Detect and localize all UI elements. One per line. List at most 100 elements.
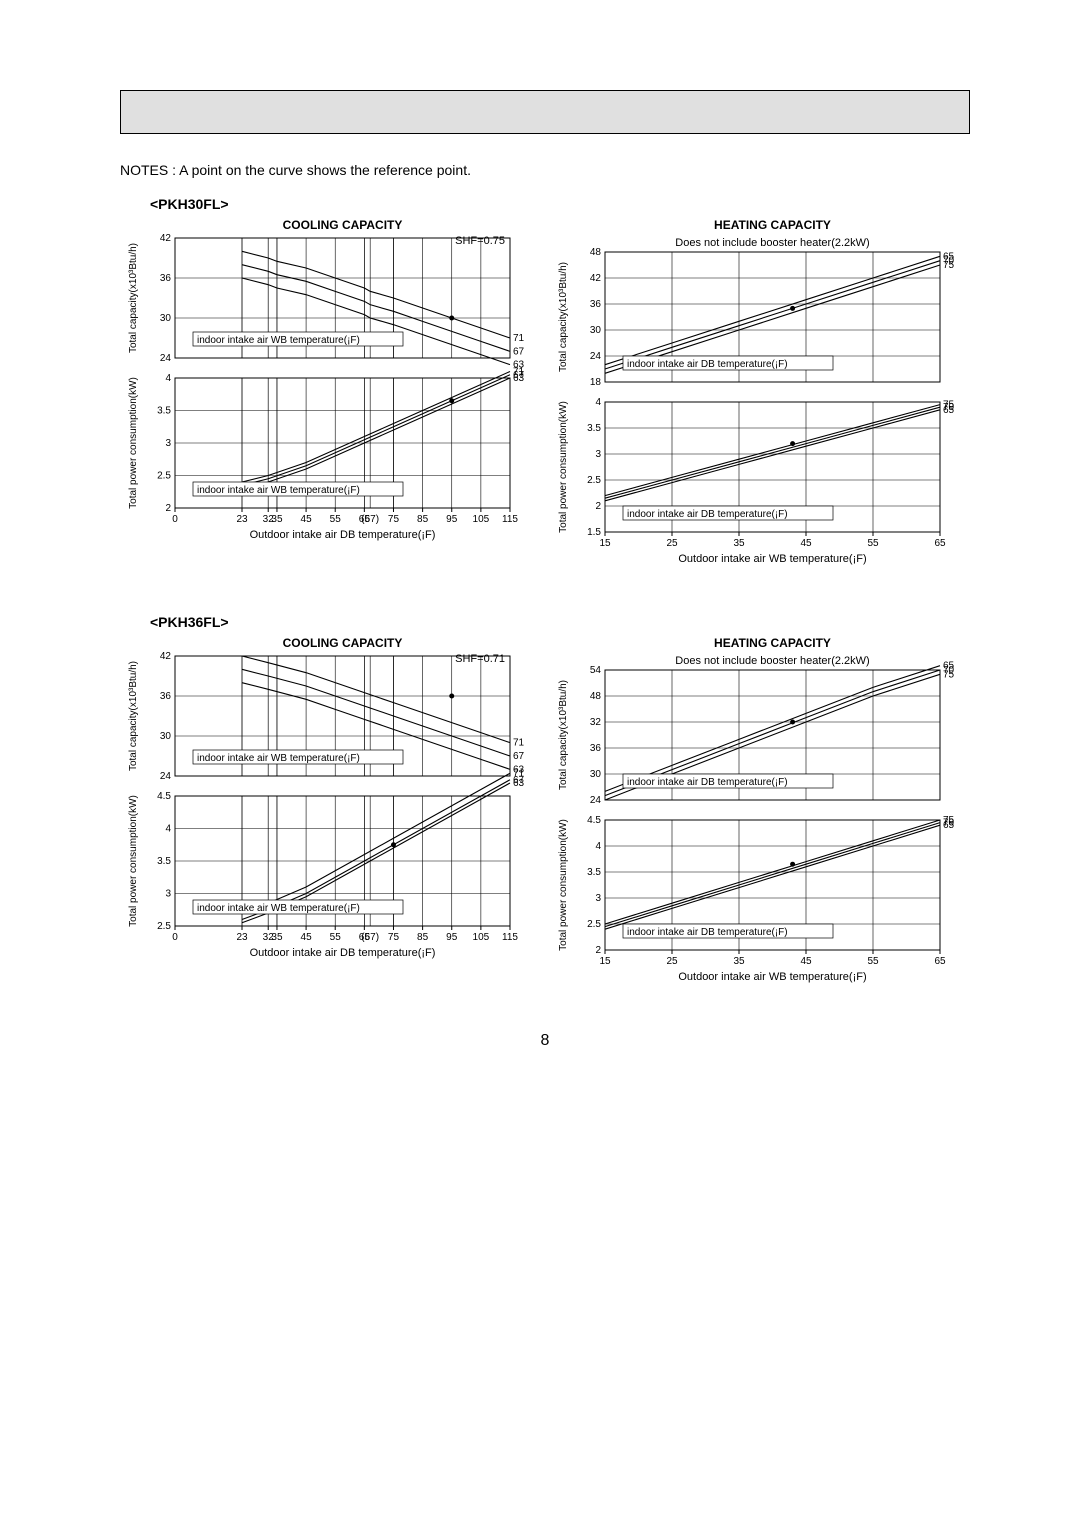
svg-text:0: 0 xyxy=(172,514,178,525)
svg-text:Total capacity(x10³Btu/h): Total capacity(x10³Btu/h) xyxy=(128,661,139,771)
svg-text:indoor intake air WB temperatu: indoor intake air WB temperature(¡F) xyxy=(197,485,360,496)
svg-text:65: 65 xyxy=(934,538,946,549)
svg-text:Outdoor intake air WB temperat: Outdoor intake air WB temperature(¡F) xyxy=(678,971,866,983)
chart-pkh36-cooling: COOLING CAPACITYSHF=0.7124303642Total ca… xyxy=(120,634,540,1014)
svg-text:indoor intake air WB temperatu: indoor intake air WB temperature(¡F) xyxy=(197,753,360,764)
svg-text:35: 35 xyxy=(271,932,283,943)
svg-text:3.5: 3.5 xyxy=(157,406,171,417)
svg-text:1.5: 1.5 xyxy=(587,527,601,538)
svg-text:32: 32 xyxy=(590,717,602,728)
svg-text:75: 75 xyxy=(943,260,955,271)
svg-text:2.5: 2.5 xyxy=(157,471,171,482)
svg-text:4.5: 4.5 xyxy=(587,815,601,826)
svg-text:2: 2 xyxy=(165,503,171,514)
svg-text:54: 54 xyxy=(590,665,602,676)
svg-text:Outdoor intake air WB temperat: Outdoor intake air WB temperature(¡F) xyxy=(678,553,866,565)
svg-text:0: 0 xyxy=(172,932,178,943)
svg-text:105: 105 xyxy=(473,514,490,525)
svg-text:Outdoor intake air DB temperat: Outdoor intake air DB temperature(¡F) xyxy=(250,947,436,959)
svg-text:67: 67 xyxy=(513,346,525,357)
svg-text:HEATING CAPACITY: HEATING CAPACITY xyxy=(714,218,831,232)
svg-text:indoor intake air WB temperatu: indoor intake air WB temperature(¡F) xyxy=(197,335,360,346)
svg-text:3: 3 xyxy=(165,438,171,449)
chart-pkh36-heating: HEATING CAPACITY Does not include booster… xyxy=(550,634,970,1014)
svg-text:67: 67 xyxy=(513,751,525,762)
svg-text:15: 15 xyxy=(599,956,611,967)
svg-text:2.5: 2.5 xyxy=(157,921,171,932)
svg-text:71: 71 xyxy=(513,738,525,749)
svg-text:85: 85 xyxy=(417,932,429,943)
svg-text:3: 3 xyxy=(595,893,601,904)
svg-text:4: 4 xyxy=(165,824,171,835)
svg-text:indoor intake air DB temperatu: indoor intake air DB temperature(¡F) xyxy=(627,359,788,370)
svg-text:HEATING CAPACITY: HEATING CAPACITY xyxy=(714,636,831,650)
row-pkh30: COOLING CAPACITYSHF=0.7524303642Total ca… xyxy=(120,216,970,596)
svg-text:Total power consumption(kW): Total power consumption(kW) xyxy=(128,377,139,509)
section-header-bar xyxy=(120,90,970,134)
page-number: 8 xyxy=(120,1032,970,1050)
svg-text:63: 63 xyxy=(513,373,525,384)
notes-text: NOTES : A point on the curve shows the r… xyxy=(120,162,970,178)
svg-text:2: 2 xyxy=(595,945,601,956)
svg-text:36: 36 xyxy=(590,743,602,754)
svg-text:48: 48 xyxy=(590,247,602,258)
svg-text:48: 48 xyxy=(590,691,602,702)
svg-text:2.5: 2.5 xyxy=(587,475,601,486)
svg-text:COOLING CAPACITY: COOLING CAPACITY xyxy=(283,218,403,232)
svg-text:2.5: 2.5 xyxy=(587,919,601,930)
svg-text:45: 45 xyxy=(301,514,313,525)
svg-text:35: 35 xyxy=(271,514,283,525)
svg-text:4: 4 xyxy=(595,841,601,852)
svg-text:45: 45 xyxy=(800,538,812,549)
svg-text:3: 3 xyxy=(595,449,601,460)
svg-text:45: 45 xyxy=(800,956,812,967)
svg-text:36: 36 xyxy=(160,691,172,702)
svg-text:55: 55 xyxy=(330,514,342,525)
svg-text:95: 95 xyxy=(446,932,458,943)
svg-text:3.5: 3.5 xyxy=(587,423,601,434)
svg-text:45: 45 xyxy=(301,932,313,943)
svg-text:30: 30 xyxy=(160,731,172,742)
svg-text:63: 63 xyxy=(513,778,525,789)
svg-text:55: 55 xyxy=(867,956,879,967)
svg-text:indoor intake air DB temperatu: indoor intake air DB temperature(¡F) xyxy=(627,777,788,788)
svg-text:Total capacity(x10³Btu/h): Total capacity(x10³Btu/h) xyxy=(128,243,139,353)
svg-text:(67): (67) xyxy=(361,514,379,525)
row-pkh36: COOLING CAPACITYSHF=0.7124303642Total ca… xyxy=(120,634,970,1014)
svg-text:65: 65 xyxy=(943,405,955,416)
svg-text:Total power consumption(kW): Total power consumption(kW) xyxy=(558,819,569,951)
svg-text:Total power consumption(kW): Total power consumption(kW) xyxy=(128,795,139,927)
svg-text:COOLING CAPACITY: COOLING CAPACITY xyxy=(283,636,403,650)
svg-text:18: 18 xyxy=(590,377,602,388)
model-label-36: <PKH36FL> xyxy=(150,614,970,630)
svg-text:115: 115 xyxy=(502,932,518,943)
svg-text:65: 65 xyxy=(943,820,955,831)
svg-text:71: 71 xyxy=(513,333,525,344)
svg-text:35: 35 xyxy=(733,956,745,967)
svg-text:3.5: 3.5 xyxy=(157,856,171,867)
svg-text:75: 75 xyxy=(943,669,955,680)
svg-text:55: 55 xyxy=(867,538,879,549)
svg-text:23: 23 xyxy=(236,514,248,525)
svg-text:indoor intake air DB temperatu: indoor intake air DB temperature(¡F) xyxy=(627,927,788,938)
svg-text:30: 30 xyxy=(590,325,602,336)
svg-text:Does not include booster heate: Does not include booster heater(2.2kW) xyxy=(675,655,869,667)
svg-text:115: 115 xyxy=(502,514,518,525)
svg-text:105: 105 xyxy=(473,932,490,943)
svg-text:65: 65 xyxy=(934,956,946,967)
svg-text:4.5: 4.5 xyxy=(157,791,171,802)
svg-text:Total power consumption(kW): Total power consumption(kW) xyxy=(558,401,569,533)
svg-text:SHF=0.75: SHF=0.75 xyxy=(455,235,505,247)
chart-pkh30-cooling: COOLING CAPACITYSHF=0.7524303642Total ca… xyxy=(120,216,540,596)
svg-text:25: 25 xyxy=(666,538,678,549)
svg-text:indoor intake air DB temperatu: indoor intake air DB temperature(¡F) xyxy=(627,509,788,520)
svg-text:75: 75 xyxy=(388,932,400,943)
svg-text:24: 24 xyxy=(590,795,602,806)
svg-text:24: 24 xyxy=(590,351,602,362)
svg-text:Total capacity(x10³Btu/h): Total capacity(x10³Btu/h) xyxy=(558,262,569,372)
page: NOTES : A point on the curve shows the r… xyxy=(0,0,1080,1090)
svg-text:35: 35 xyxy=(733,538,745,549)
svg-text:95: 95 xyxy=(446,514,458,525)
svg-text:42: 42 xyxy=(160,233,172,244)
svg-text:3.5: 3.5 xyxy=(587,867,601,878)
